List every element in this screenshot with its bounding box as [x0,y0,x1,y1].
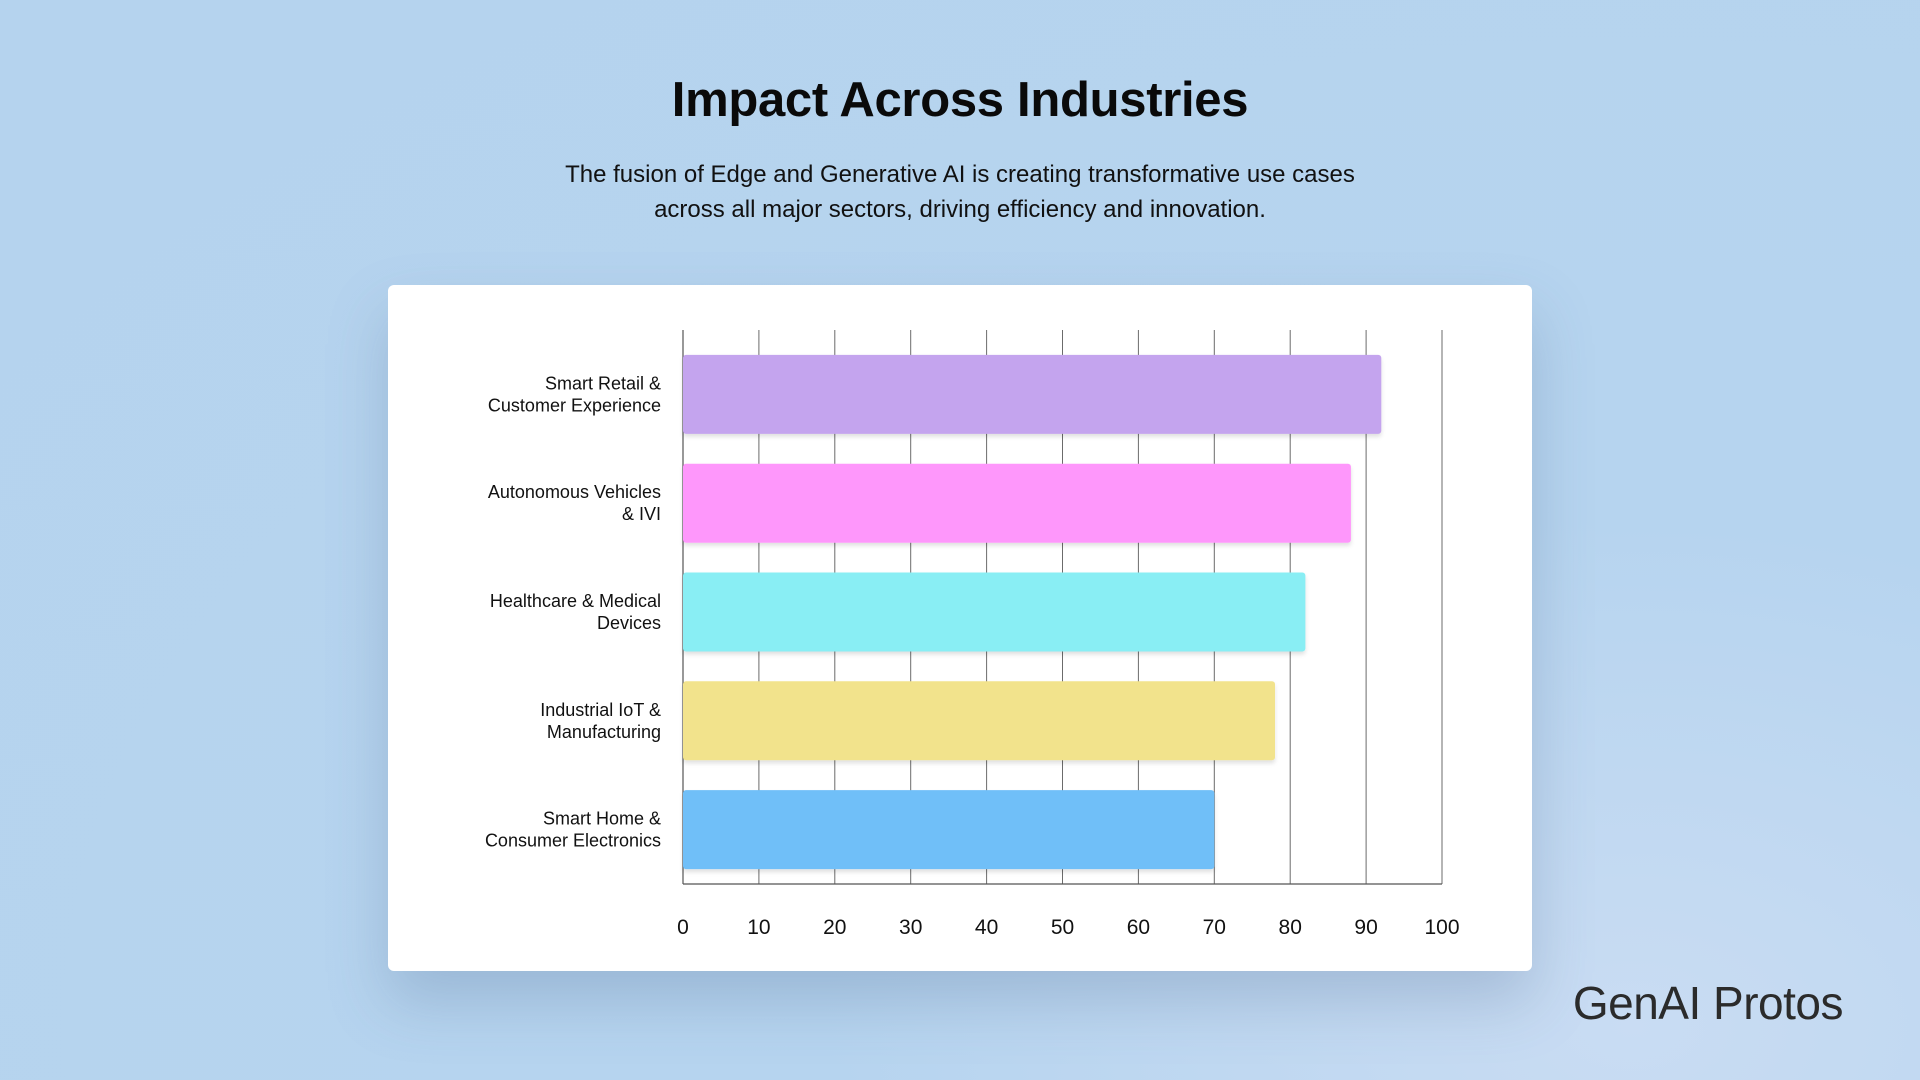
page-subtitle: The fusion of Edge and Generative AI is … [460,157,1460,227]
x-tick-label: 40 [975,916,998,939]
x-tick-label: 10 [747,916,770,939]
bar [683,572,1306,652]
category-label: Consumer Electronics [485,831,661,851]
bar [683,790,1215,870]
x-tick-label: 20 [823,916,846,939]
chart-card: 0 10 20 30 40 50 60 70 80 90 100 Smart Retail & Cust… [388,285,1532,971]
category-label: Customer Experience [488,395,661,415]
category-label: Industrial IoT & [540,700,661,720]
category-label: Manufacturing [547,722,661,742]
x-tick-label: 90 [1354,916,1377,939]
category-label: & IVI [622,504,661,524]
subtitle-line-1: The fusion of Edge and Generative AI is … [565,161,1355,188]
x-tick-label: 30 [899,916,922,939]
x-tick-label: 60 [1127,916,1150,939]
bar [683,681,1276,761]
bar [683,463,1351,543]
category-label: Devices [597,613,661,633]
bar-chart: 0 10 20 30 40 50 60 70 80 90 100 Smart Retail &Cust… [485,330,1460,939]
x-tick-label: 0 [677,916,689,939]
brand-logo: GenAI Protos [1572,977,1844,1029]
category-label: Healthcare & Medical [490,591,661,611]
x-tick-label: 50 [1051,916,1074,939]
x-tick-label: 100 [1424,916,1459,939]
x-tick-label: 70 [1203,916,1226,939]
subtitle-line-2: across all major sectors, driving effici… [654,196,1266,223]
category-label: Smart Home & [543,809,661,829]
bar [683,354,1382,434]
category-label: Smart Retail & [545,373,661,393]
x-tick-label: 80 [1279,916,1302,939]
category-label: Autonomous Vehicles [488,482,661,502]
page-title: Impact Across Industries [671,73,1249,127]
